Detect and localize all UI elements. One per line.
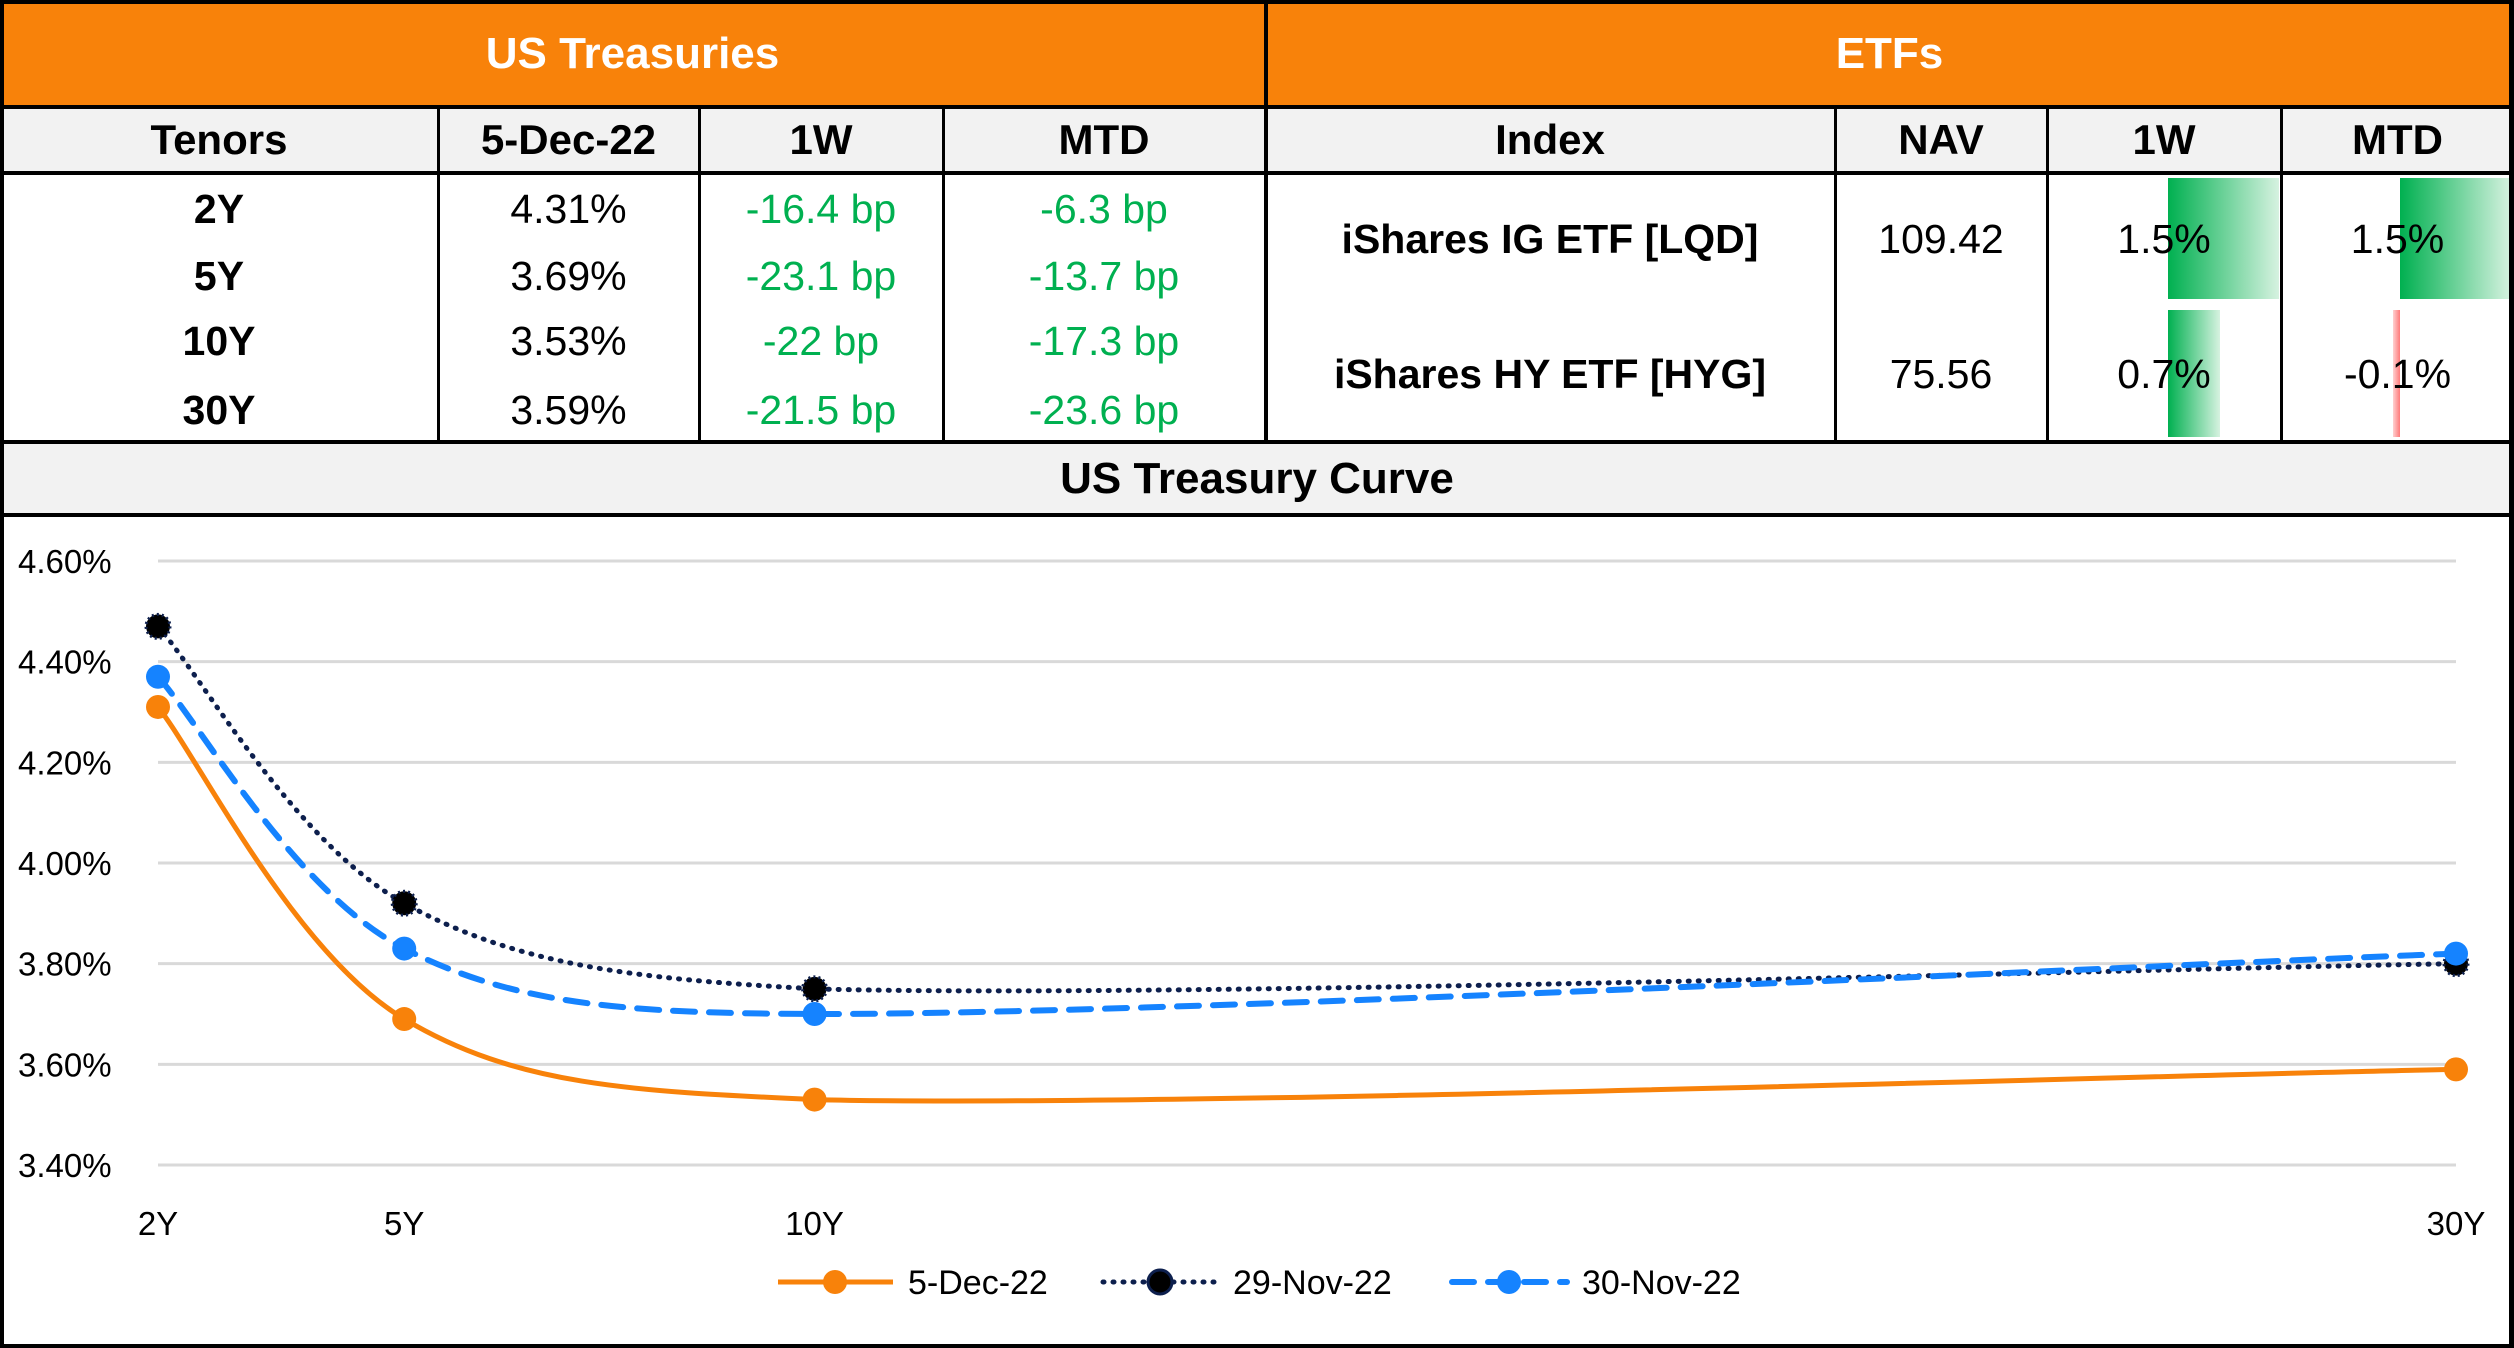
col-header-date: 5-Dec-22 bbox=[438, 107, 699, 173]
y-tick-label: 4.20% bbox=[18, 744, 112, 781]
etf-nav-cell: 109.42 bbox=[1878, 215, 2004, 262]
change-mtd-cell: -6.3 bp bbox=[1040, 185, 1168, 232]
change-1w-cell: -22 bp bbox=[762, 317, 880, 364]
legend-marker-icon bbox=[1497, 1270, 1521, 1294]
legend-item: 30-Nov-22 bbox=[1449, 1264, 1741, 1302]
legend-item: 29-Nov-22 bbox=[1100, 1264, 1392, 1302]
x-tick-label: 2Y bbox=[138, 1205, 178, 1242]
series-line-5-Dec-22 bbox=[156, 705, 2457, 1104]
divider-col bbox=[437, 107, 440, 442]
col-header-tenors: Tenors bbox=[0, 107, 438, 173]
legend-item: 5-Dec-22 bbox=[778, 1264, 1048, 1302]
etf-nav-cell: 75.56 bbox=[1889, 350, 1993, 397]
legend-marker-icon bbox=[1146, 1268, 1174, 1296]
gridlines bbox=[158, 559, 2456, 1167]
y-tick-label: 3.60% bbox=[18, 1046, 112, 1083]
legend-label: 29-Nov-22 bbox=[1233, 1264, 1392, 1302]
series-line-30-Nov-22 bbox=[155, 673, 2459, 1018]
legend-label: 30-Nov-22 bbox=[1582, 1264, 1741, 1302]
tenor-cell: 10Y bbox=[182, 317, 256, 364]
change-mtd-cell: -17.3 bp bbox=[1028, 317, 1180, 364]
change-1w-cell: -16.4 bp bbox=[745, 185, 897, 232]
x-tick-label: 5Y bbox=[384, 1205, 424, 1242]
divider-chart-title bbox=[0, 513, 2514, 517]
etf-index-cell: iShares IG ETF [LQD] bbox=[1341, 215, 1759, 262]
change-mtd-cell: -13.7 bp bbox=[1028, 252, 1180, 299]
x-axis-labels: 2Y 5Y 10Y 30Y bbox=[138, 1205, 2486, 1242]
border-bottom bbox=[0, 1344, 2514, 1348]
etfs-header: ETFs bbox=[1265, 0, 2514, 107]
data-point bbox=[801, 975, 829, 1003]
divider-col bbox=[698, 107, 701, 442]
data-point bbox=[2444, 941, 2468, 966]
etf-mtd-cell: 1.5% bbox=[2350, 215, 2445, 262]
tenor-cell: 5Y bbox=[193, 252, 245, 299]
chart-title: US Treasury Curve bbox=[1060, 453, 1454, 503]
etf-1w-cell: 1.5% bbox=[2117, 215, 2211, 262]
etf-mtd-cell: -0.1% bbox=[2343, 350, 2452, 397]
divider-col bbox=[1834, 107, 1837, 442]
series-line-29-Nov-22 bbox=[155, 623, 2459, 994]
divider-tables-bottom bbox=[0, 440, 2514, 444]
divider-col bbox=[2280, 107, 2283, 442]
y-tick-label: 4.60% bbox=[18, 543, 112, 580]
legend: 5-Dec-22 29-Nov-22 30-Nov-22 bbox=[778, 1264, 1741, 1302]
data-point bbox=[392, 1007, 417, 1032]
y-tick-label: 3.80% bbox=[18, 946, 112, 983]
col-header-nav: NAV bbox=[1835, 107, 2047, 173]
etf-1w-cell: 0.7% bbox=[2117, 350, 2211, 397]
divider-colheader bbox=[0, 171, 2514, 175]
yield-cell: 3.59% bbox=[510, 386, 627, 433]
divider-col bbox=[942, 107, 945, 442]
col-header-etf-mtd: MTD bbox=[2281, 107, 2514, 173]
x-tick-label: 30Y bbox=[2427, 1205, 2486, 1242]
data-point bbox=[2444, 1057, 2468, 1082]
tenor-cell: 2Y bbox=[193, 185, 245, 232]
data-point bbox=[146, 694, 170, 719]
etf-mtd-databar bbox=[2400, 178, 2511, 299]
data-point bbox=[144, 612, 172, 640]
tenor-cell: 30Y bbox=[182, 386, 256, 433]
divider-section bbox=[1264, 0, 1268, 442]
data-point bbox=[146, 664, 170, 689]
yield-cell: 3.69% bbox=[510, 252, 627, 299]
etf-mtd-databar bbox=[2392, 310, 2400, 437]
treasury-curve-chart: 3.40% 3.60% 3.80% 4.00% 4.20% 4.40% 4.60% 2Y 5Y… bbox=[18, 543, 2486, 1302]
col-header-1w: 1W bbox=[699, 107, 943, 173]
x-tick-label: 10Y bbox=[785, 1205, 844, 1242]
chart-title-row: US Treasury Curve bbox=[0, 442, 2514, 515]
us-treasuries-header: US Treasuries bbox=[0, 0, 1265, 107]
data-point bbox=[390, 889, 418, 917]
col-header-index: Index bbox=[1265, 107, 1835, 173]
col-header-mtd: MTD bbox=[943, 107, 1265, 173]
legend-label: 5-Dec-22 bbox=[908, 1264, 1048, 1302]
col-header-etf-1w: 1W bbox=[2047, 107, 2281, 173]
divider-col bbox=[2046, 107, 2049, 442]
change-1w-cell: -21.5 bp bbox=[745, 386, 897, 433]
y-tick-label: 3.40% bbox=[18, 1147, 112, 1184]
etfs-title: ETFs bbox=[1835, 28, 1944, 78]
etf-1w-databar bbox=[2168, 310, 2220, 437]
change-mtd-cell: -23.6 bp bbox=[1028, 386, 1180, 433]
change-1w-cell: -23.1 bp bbox=[745, 252, 897, 299]
y-tick-label: 4.00% bbox=[18, 845, 112, 882]
etf-1w-databar bbox=[2168, 178, 2279, 299]
border-right bbox=[2509, 0, 2514, 1348]
etf-index-cell: iShares HY ETF [HYG] bbox=[1333, 350, 1767, 397]
border-left bbox=[0, 0, 4, 1348]
series-lines bbox=[144, 612, 2470, 1112]
y-axis-labels: 3.40% 3.60% 3.80% 4.00% 4.20% 4.40% 4.60% bbox=[18, 543, 112, 1184]
yield-cell: 4.31% bbox=[510, 185, 627, 232]
data-point bbox=[802, 1087, 827, 1112]
divider-header bbox=[0, 105, 2514, 109]
data-point bbox=[392, 936, 417, 961]
data-point bbox=[802, 1002, 827, 1026]
us-treasuries-title: US Treasuries bbox=[485, 28, 780, 78]
y-tick-label: 4.40% bbox=[18, 644, 112, 681]
yield-cell: 3.53% bbox=[510, 317, 627, 364]
border-top bbox=[0, 0, 2514, 4]
legend-marker-icon bbox=[823, 1270, 847, 1294]
